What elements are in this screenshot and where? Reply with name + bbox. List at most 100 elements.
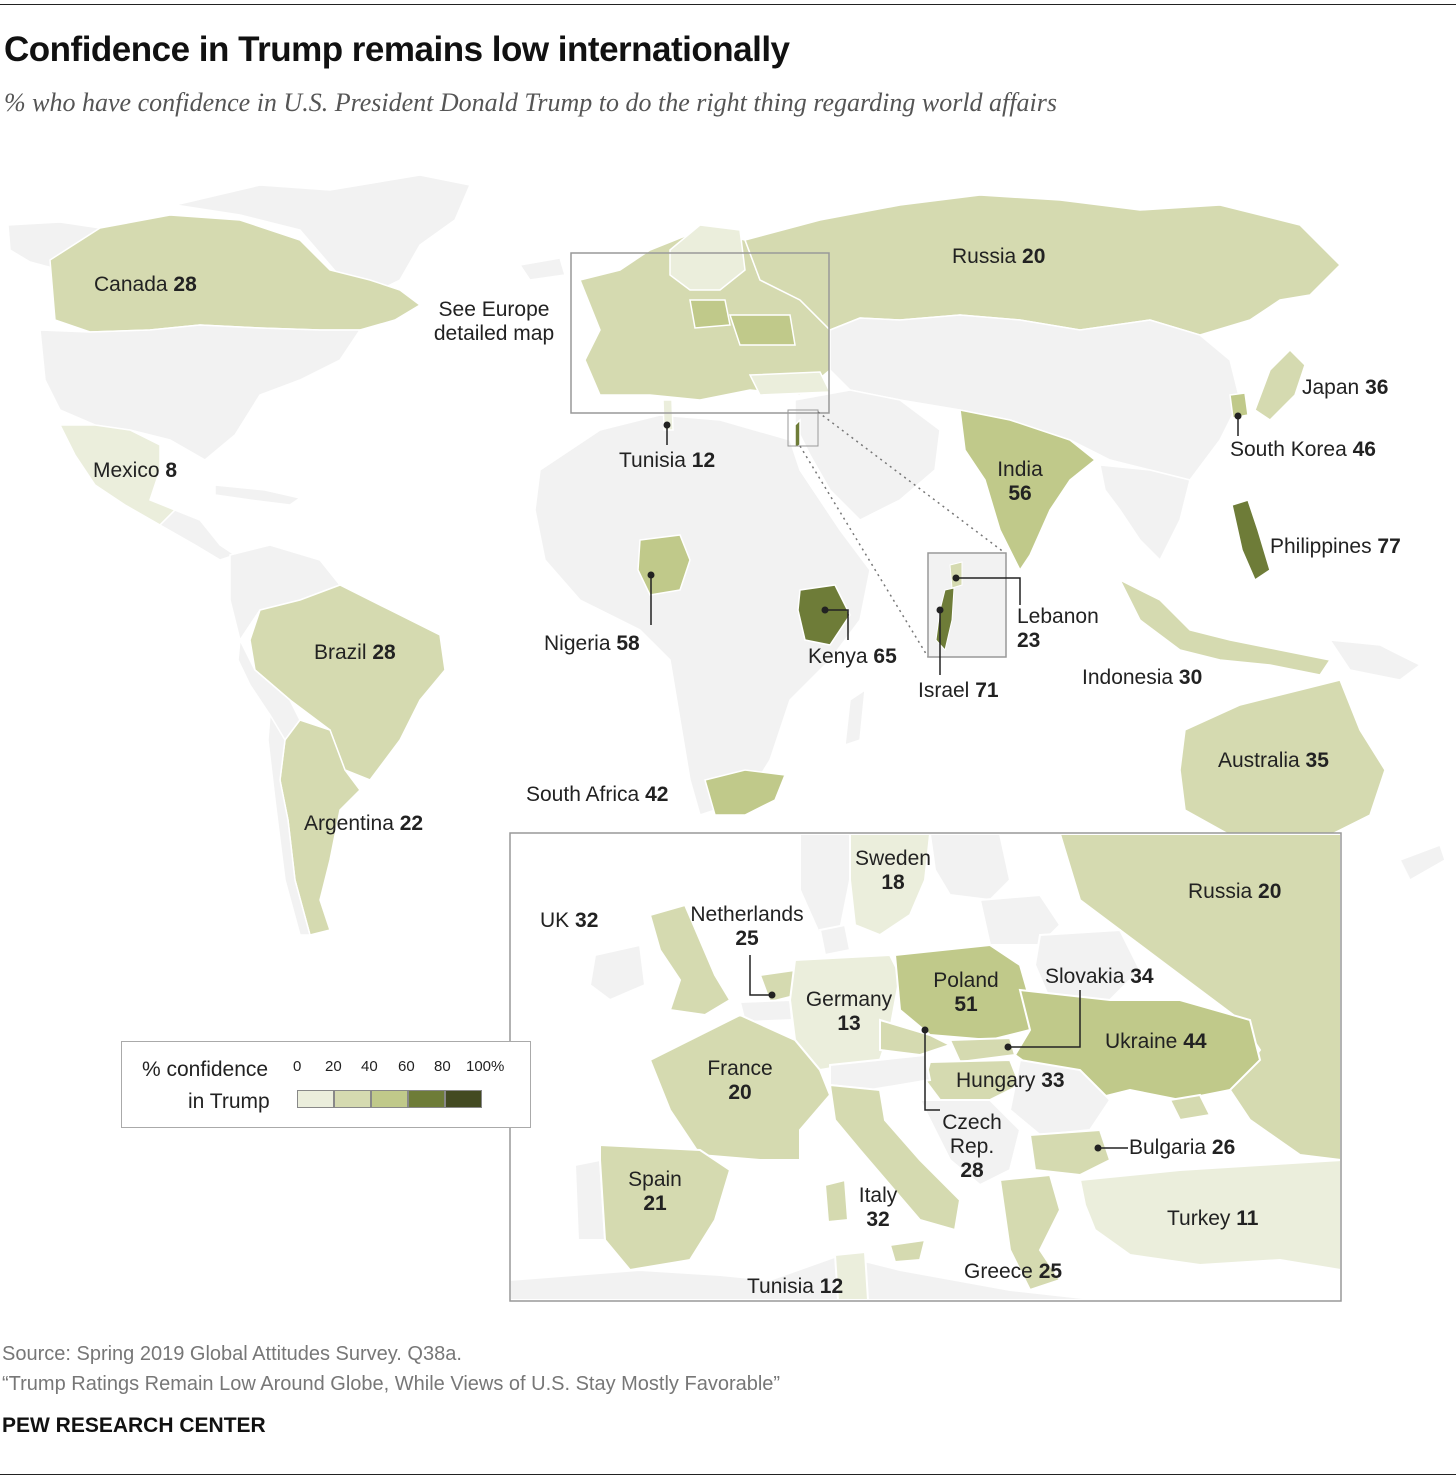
italy-shape [828, 1083, 962, 1232]
levant-reference-box [787, 409, 819, 447]
india-shape [959, 409, 1097, 572]
label-eu-bulgaria: Bulgaria 26 [1129, 1136, 1236, 1159]
legend-swatch [371, 1090, 408, 1108]
label-indonesia: Indonesia 30 [1082, 666, 1203, 689]
legend-tick: 20 [325, 1058, 342, 1075]
greenland-shape [174, 174, 472, 301]
legend-title-line2: in Trump [188, 1090, 270, 1113]
legend-swatch [334, 1090, 371, 1108]
legend-title-line1: % confidence [142, 1058, 269, 1081]
scandinavia-small-shape [669, 224, 746, 291]
label-eu-poland: Poland 51 [933, 969, 999, 1016]
poland-small-shape [689, 299, 731, 329]
crimea-shape [1168, 1093, 1212, 1122]
uk-shape [648, 903, 732, 1017]
label-japan: Japan 36 [1302, 376, 1389, 399]
label-eu-netherlands: Netherlands 25 [690, 903, 804, 950]
label-europe-note: See Europe detailed map [433, 298, 555, 345]
label-south-korea: South Korea 46 [1230, 438, 1376, 461]
philippines-shape [1231, 499, 1271, 582]
usa-shape [39, 324, 362, 461]
legend-tick: 40 [361, 1058, 378, 1075]
czech-shape [879, 1018, 953, 1057]
label-philippines: Philippines 77 [1270, 535, 1401, 558]
spain-shape [599, 1143, 732, 1272]
label-eu-tunisia: Tunisia 12 [747, 1275, 844, 1298]
label-argentina: Argentina 22 [304, 812, 424, 835]
new-guinea-shape [1328, 639, 1422, 681]
label-nigeria: Nigeria 58 [544, 632, 640, 655]
tunisia-inset-shape [833, 1250, 870, 1300]
chart-subtitle: % who have confidence in U.S. President … [4, 88, 1057, 117]
label-tunisia: Tunisia 12 [619, 449, 716, 472]
label-kenya: Kenya 65 [808, 645, 897, 668]
new-zealand-shape [1398, 844, 1446, 882]
legend-tick: 60 [398, 1058, 415, 1075]
label-australia: Australia 35 [1218, 749, 1329, 772]
label-israel: Israel 71 [918, 679, 999, 702]
label-south-africa: South Africa 42 [526, 783, 669, 806]
australia-shape [1179, 679, 1386, 836]
label-eu-sweden: Sweden 18 [855, 847, 931, 894]
label-india: India 56 [997, 458, 1043, 505]
label-russia: Russia 20 [952, 245, 1046, 268]
africa-shape [534, 414, 871, 816]
legend-tick: 80 [434, 1058, 451, 1075]
source-note: Source: Spring 2019 Global Attitudes Sur… [2, 1343, 462, 1365]
sicily-shape [888, 1238, 927, 1264]
legend-swatch [297, 1090, 334, 1108]
central-america-shape [158, 509, 237, 561]
israel-small-shape [794, 418, 801, 450]
asia-shape [829, 314, 1241, 481]
ukraine-small-shape [728, 314, 796, 346]
legend-swatch [408, 1090, 445, 1108]
label-lebanon: Lebanon 23 [1017, 605, 1099, 652]
middle-east-shape [794, 389, 941, 521]
bulgaria-shape [1028, 1128, 1112, 1177]
label-eu-greece: Greece 25 [964, 1260, 1063, 1283]
chile-shape [267, 712, 311, 936]
brand-logo-text: PEW RESEARCH CENTER [2, 1414, 266, 1437]
label-eu-spain: Spain 21 [628, 1168, 682, 1215]
europe-reference-box [570, 252, 830, 414]
north-africa-shape [511, 1253, 1101, 1300]
label-eu-czech: Czech Rep. 28 [942, 1111, 1002, 1182]
label-eu-uk: UK 32 [540, 909, 599, 932]
label-brazil: Brazil 28 [314, 641, 396, 664]
bottom-rule [0, 1474, 1456, 1475]
ireland-shape [588, 943, 647, 1002]
label-eu-germany: Germany 13 [805, 988, 893, 1035]
label-eu-slovakia: Slovakia 34 [1045, 965, 1154, 988]
indonesia-shape [1118, 578, 1332, 676]
label-eu-hungary: Hungary 33 [956, 1069, 1065, 1092]
top-rule [0, 4, 1456, 5]
color-legend: % confidence in Trump 0 20 40 60 80 100% [121, 1041, 531, 1128]
label-eu-france: France 20 [707, 1057, 773, 1104]
caribbean-shape [214, 484, 302, 506]
greece-shape [998, 1173, 1062, 1292]
europe-inset [509, 832, 1342, 1302]
south-korea-shape [1229, 392, 1249, 419]
austria-shape [829, 1053, 932, 1092]
label-canada: Canada 28 [94, 273, 197, 296]
label-eu-turkey: Turkey 11 [1167, 1207, 1259, 1230]
label-mexico: Mexico 8 [93, 459, 178, 482]
label-eu-russia: Russia 20 [1188, 880, 1282, 903]
legend-tick: 0 [293, 1058, 302, 1075]
label-eu-italy: Italy 32 [858, 1184, 898, 1231]
mexico-shape [58, 424, 177, 526]
sardinia-shape [823, 1178, 850, 1224]
world-map [7, 174, 1446, 1302]
south-africa-shape [704, 769, 787, 816]
turkey-shape [1078, 1159, 1340, 1271]
denmark-shape [818, 923, 852, 957]
france-shape [648, 1013, 832, 1161]
legend-swatch [445, 1090, 482, 1108]
balkans-shape [918, 1099, 1022, 1187]
kenya-shape [797, 584, 851, 646]
japan-shape [1254, 348, 1306, 421]
report-title: “Trump Ratings Remain Low Around Globe, … [2, 1373, 781, 1395]
sweden-shape [849, 834, 932, 937]
turkey-small-shape [748, 371, 832, 396]
se-asia-shape [1099, 464, 1191, 562]
